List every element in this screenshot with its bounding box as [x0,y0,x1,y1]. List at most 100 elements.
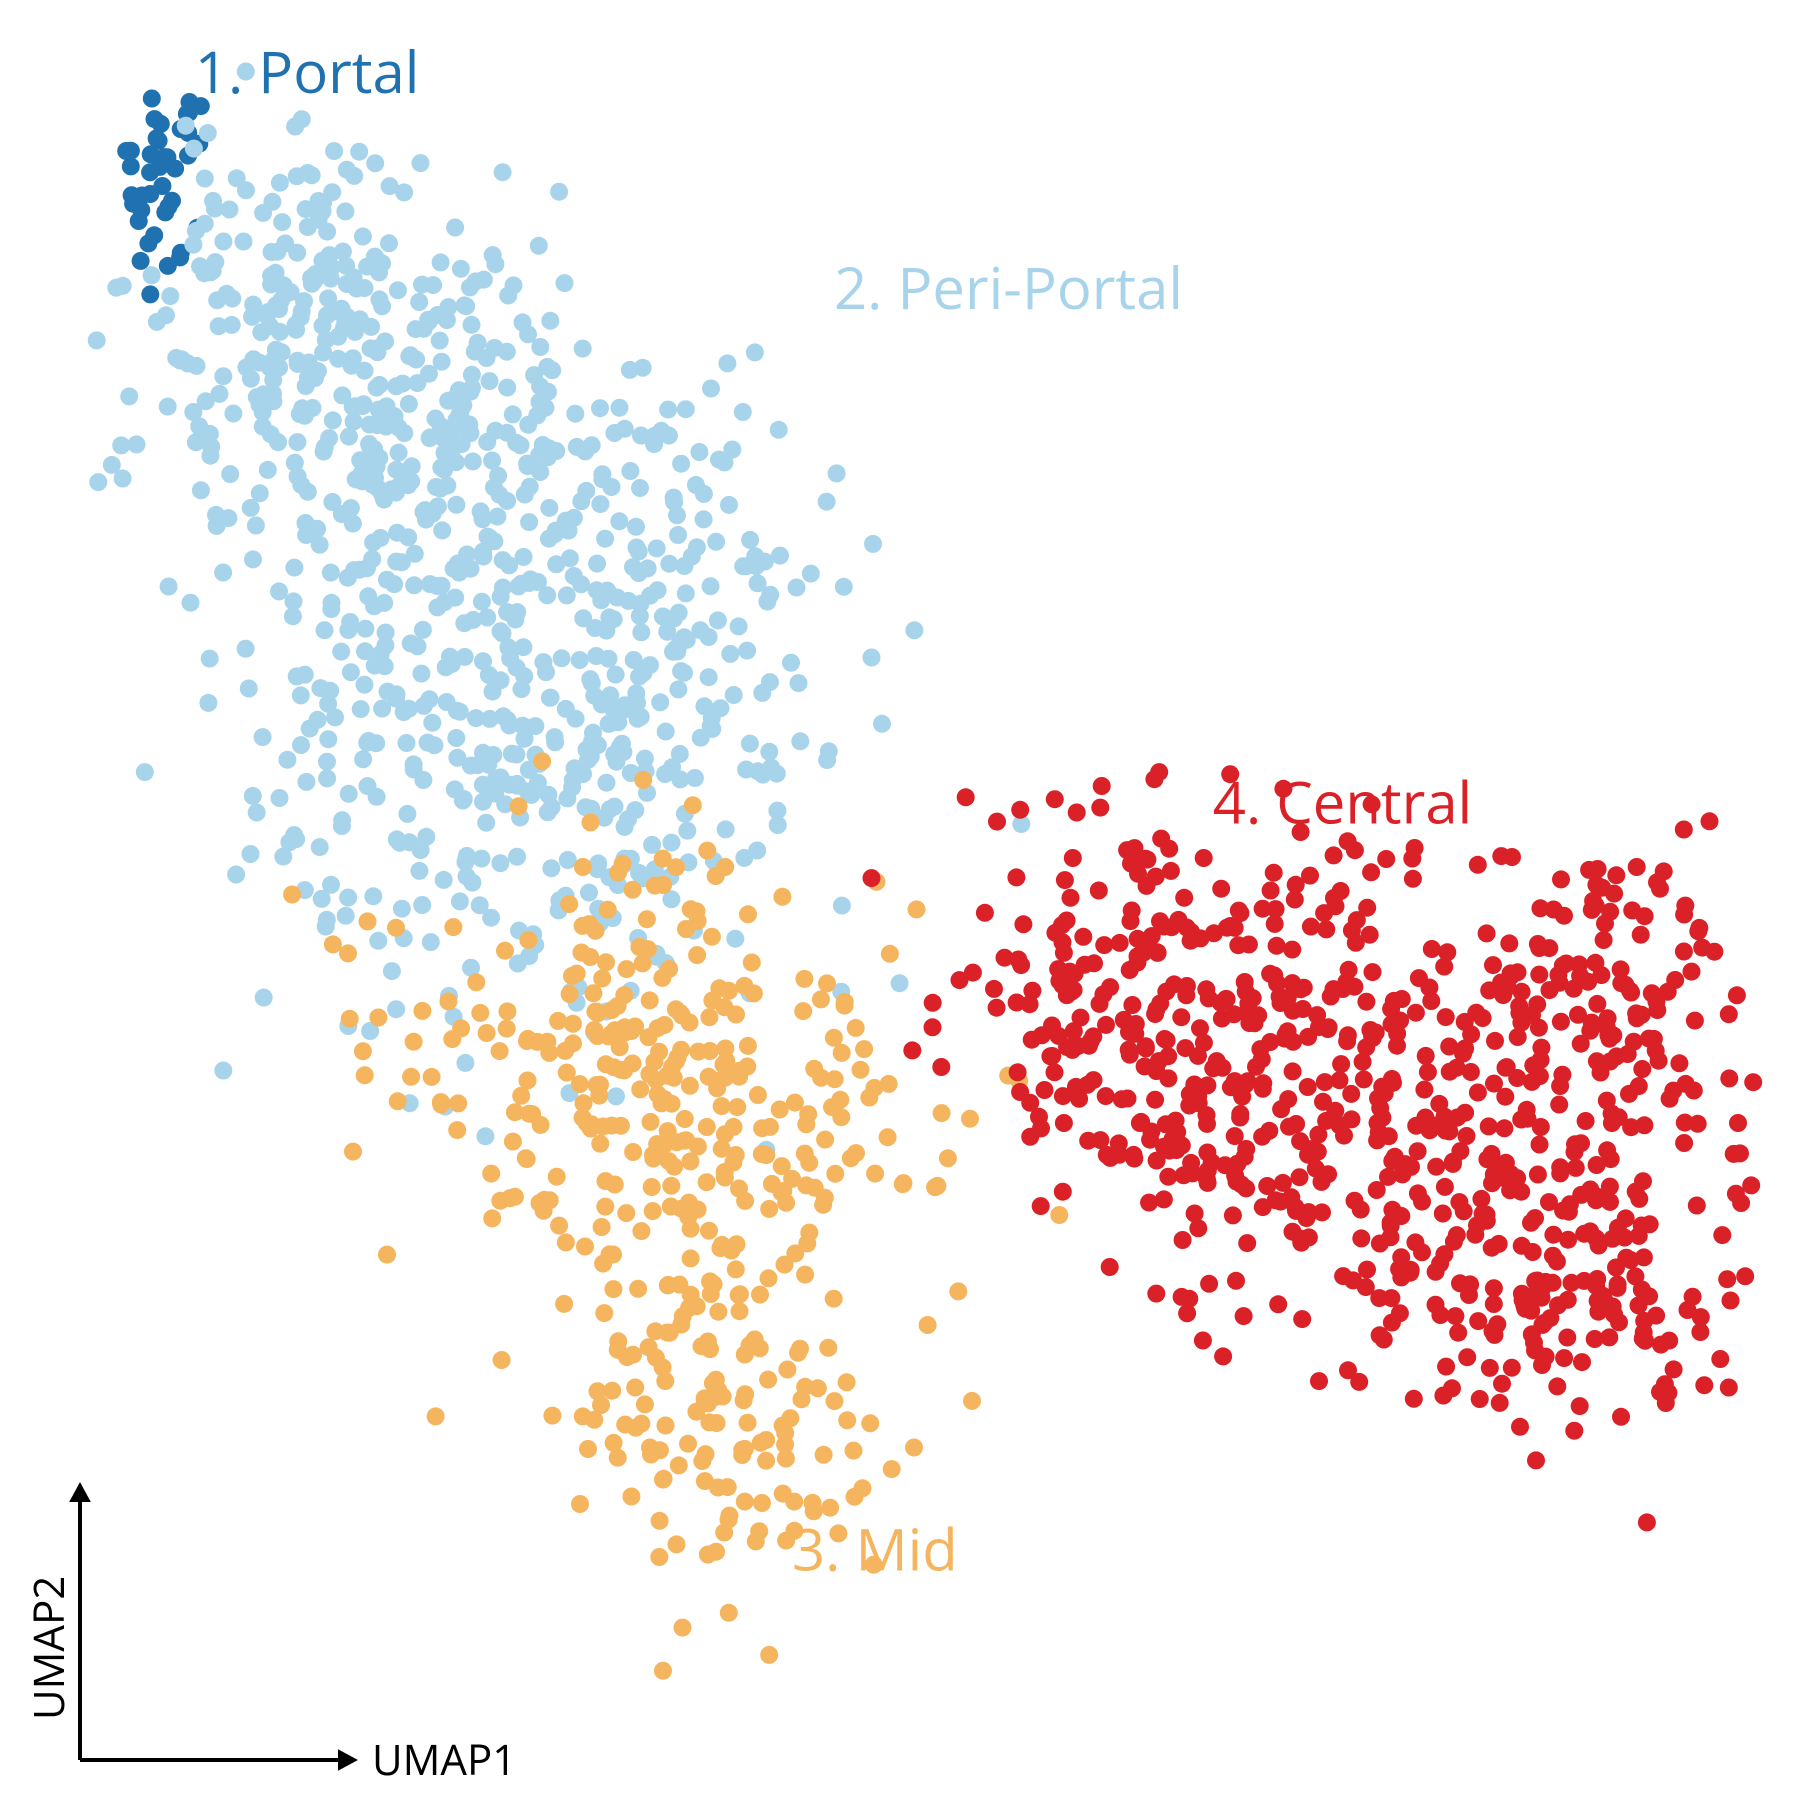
scatter-point [588,581,606,599]
scatter-point [760,743,778,761]
scatter-point [845,1442,863,1460]
scatter-point [295,292,313,310]
scatter-point [537,663,555,681]
scatter-point [489,467,507,485]
scatter-point [700,1008,718,1026]
scatter-point [1607,866,1625,884]
scatter-point [311,838,329,856]
scatter-point [1205,924,1223,942]
scatter-point [725,686,743,704]
scatter-point [605,745,623,763]
scatter-point [120,387,138,405]
scatter-point [568,965,586,983]
scatter-point [1339,1361,1357,1379]
scatter-point [1598,1018,1616,1036]
scatter-point [668,506,686,524]
scatter-point [1596,915,1614,933]
scatter-point [348,280,366,298]
scatter-point [846,1488,864,1506]
scatter-point [1438,943,1456,961]
scatter-point [1588,995,1606,1013]
scatter-point [265,351,283,369]
scatter-point [746,343,764,361]
scatter-point [593,969,611,987]
scatter-point [368,343,386,361]
scatter-point [1640,1030,1658,1048]
scatter-point [504,1133,522,1151]
scatter-point [177,117,195,135]
scatter-point [452,1019,470,1037]
scatter-point [309,362,327,380]
scatter-point [1638,1513,1656,1531]
scatter-point [369,932,387,950]
scatter-point [1695,1376,1713,1394]
scatter-point [660,555,678,573]
scatter-point [1120,1041,1138,1059]
scatter-point [1541,981,1559,999]
scatter-point [1548,1377,1566,1395]
scatter-point [586,1003,604,1021]
scatter-point [494,551,512,569]
scatter-point [698,842,716,860]
scatter-point [1062,889,1080,907]
scatter-point [243,308,261,326]
scatter-point [454,396,472,414]
scatter-point [733,1441,751,1459]
scatter-point [547,522,565,540]
scatter-point [1014,915,1032,933]
scatter-point [591,1135,609,1153]
scatter-point [612,1117,630,1135]
scatter-point [451,703,469,721]
scatter-point [747,1532,765,1550]
scatter-point [1676,1114,1694,1132]
scatter-point [1064,849,1082,867]
scatter-point [1199,1162,1217,1180]
scatter-point [976,904,994,922]
scatter-point [1172,1008,1190,1026]
scatter-point [1198,1144,1216,1162]
scatter-point [339,944,357,962]
scatter-point [1377,850,1395,868]
scatter-point [695,510,713,528]
scatter-point [579,1440,597,1458]
scatter-point [389,281,407,299]
scatter-point [1532,1118,1550,1136]
scatter-point [1229,936,1247,954]
scatter-point [463,366,481,384]
scatter-point [583,732,601,750]
scatter-point [632,427,650,445]
scatter-point [447,729,465,747]
cluster-label-portal: 1. Portal [195,31,420,110]
scatter-point [607,1087,625,1105]
scatter-point [417,828,435,846]
scatter-point [1319,1020,1337,1038]
scatter-point [1665,1360,1683,1378]
scatter-point [578,1114,596,1132]
scatter-point [1675,1134,1693,1152]
scatter-point [289,352,307,370]
scatter-point [585,1411,603,1429]
scatter-point [491,1192,509,1210]
scatter-point [627,518,645,536]
scatter-point [682,1249,700,1267]
scatter-point [292,686,310,704]
scatter-point [350,143,368,161]
scatter-point [1287,980,1305,998]
scatter-point [378,1246,396,1264]
scatter-point [555,1295,573,1313]
scatter-point [1509,963,1527,981]
scatter-point [1720,1069,1738,1087]
scatter-point [1524,1243,1542,1261]
scatter-point [1620,1085,1638,1103]
scatter-point [735,977,753,995]
scatter-point [439,992,457,1010]
scatter-point [467,709,485,727]
scatter-point [1527,1451,1545,1469]
scatter-point [688,902,706,920]
scatter-point [1101,1258,1119,1276]
scatter-point [1085,954,1103,972]
scatter-point [939,1149,957,1167]
scatter-point [753,1494,771,1512]
scatter-point [1575,1225,1593,1243]
scatter-point [484,246,502,264]
